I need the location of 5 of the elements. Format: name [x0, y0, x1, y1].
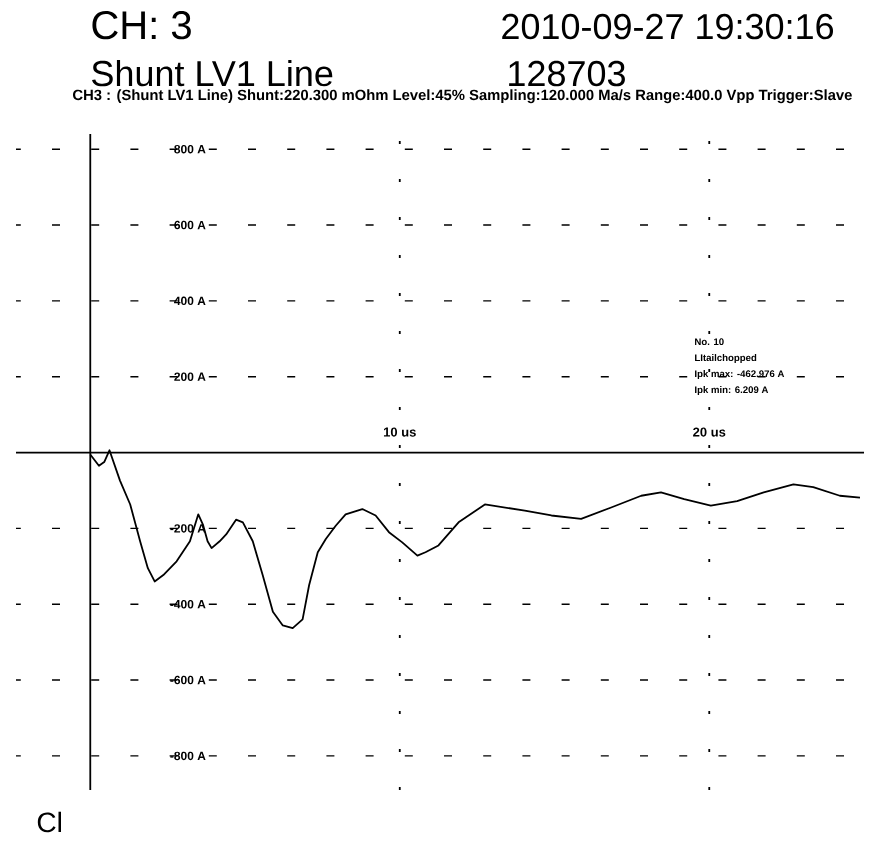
text: Cl — [37, 811, 61, 833]
text: 2010-09-27 19:30:16 — [502, 13, 834, 40]
text: 128703 — [509, 60, 625, 87]
chart-subtitle: Shunt LV1 Line — [92, 59, 333, 87]
chart-title: CH: 3 — [92, 11, 191, 40]
